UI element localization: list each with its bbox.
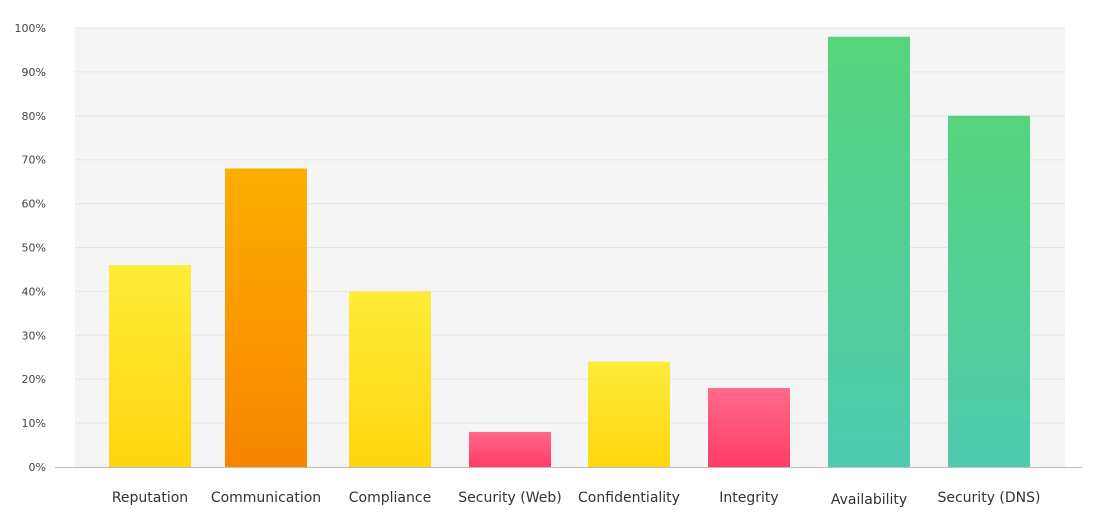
x-tick-label: Security (DNS) [937, 490, 1040, 506]
x-tick-label: Confidentiality [578, 490, 680, 506]
bar-integrity [708, 387, 790, 467]
y-tick-label: 80% [22, 110, 46, 123]
y-tick-label: 90% [22, 66, 46, 79]
x-axis-labels: Reputation Communication Compliance Securit… [112, 490, 1041, 508]
y-tick-label: 20% [22, 373, 46, 386]
x-tick-label: Communication [211, 490, 321, 506]
x-tick-label: Availability [831, 492, 907, 508]
bar-security-web [469, 431, 551, 467]
bar-availability [828, 36, 910, 467]
bar-communication [225, 168, 307, 468]
x-tick-label: Compliance [349, 490, 431, 506]
bar-confidentiality [588, 361, 670, 467]
y-tick-label: 30% [22, 329, 46, 342]
y-axis-ticks: 0% 10% 20% 30% 40% 50% 60% 70% 80% 90% 100% [15, 22, 46, 474]
y-tick-label: 70% [22, 154, 46, 167]
y-tick-label: 50% [22, 242, 46, 255]
y-tick-label: 40% [22, 285, 46, 298]
y-tick-label: 10% [22, 417, 46, 430]
x-tick-label: Reputation [112, 490, 188, 506]
bar-compliance [349, 291, 431, 467]
x-tick-label: Security (Web) [458, 490, 561, 506]
bar-security-dns [948, 115, 1030, 468]
y-tick-label: 60% [22, 198, 46, 211]
x-tick-label: Integrity [719, 490, 778, 506]
bar-reputation [109, 265, 191, 467]
y-tick-label: 0% [29, 461, 46, 474]
bars [109, 36, 1030, 468]
y-tick-label: 100% [15, 22, 46, 35]
